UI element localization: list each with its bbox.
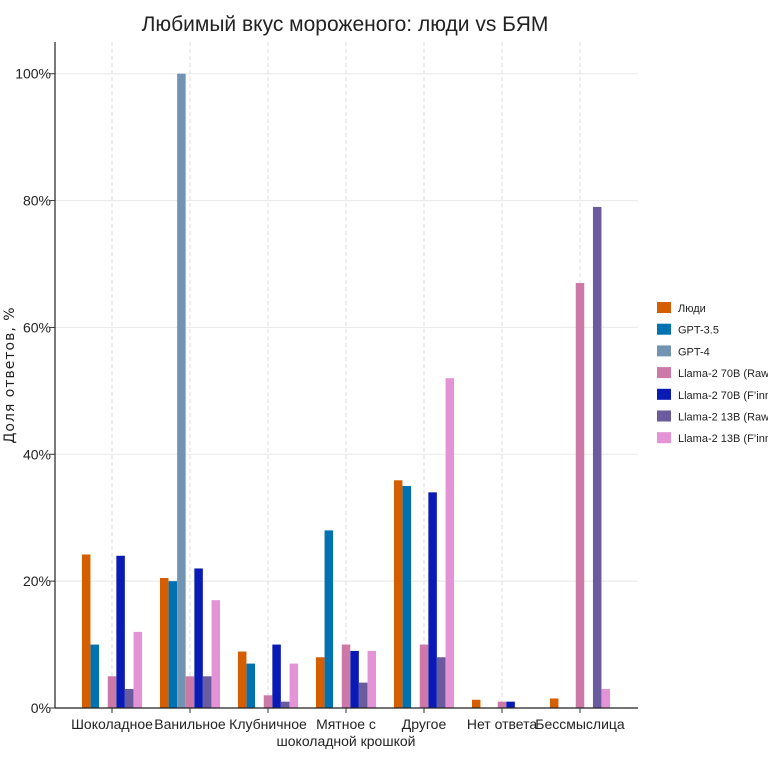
legend: Люди GPT-3.5 GPT-4 Llama-2 70B (Raw) Llama-2…	[657, 302, 768, 445]
bar	[428, 492, 437, 708]
legend-label: GPT-3.5	[678, 325, 719, 337]
legend-label: Llama-2 13B (Raw)	[678, 412, 768, 424]
bar	[280, 701, 290, 708]
x-tick-label: Клубничное	[229, 716, 307, 732]
bar	[133, 631, 143, 708]
bar	[202, 676, 212, 708]
bar	[445, 378, 455, 708]
x-tick-label-line: Бессмыслица	[535, 716, 625, 732]
legend-swatch	[657, 367, 671, 379]
legend-swatch	[657, 345, 671, 357]
x-tick-label-line: Шоколадное	[71, 716, 153, 732]
bar	[185, 676, 195, 708]
bar	[90, 644, 100, 708]
y-tick-label: 20%	[23, 573, 51, 589]
bar	[177, 73, 186, 708]
y-tick-label: 60%	[23, 319, 51, 335]
bar	[436, 657, 446, 708]
x-tick-label: Нет ответа	[467, 716, 537, 732]
chart-title: Любимый вкус мороженого: люди vs БЯМ	[142, 13, 549, 36]
bar	[549, 698, 559, 708]
bars-layer	[81, 73, 611, 708]
bar	[116, 555, 125, 708]
bar	[211, 600, 221, 708]
legend-label: Llama-2 13B (F’inn)	[678, 433, 768, 445]
bar	[263, 695, 273, 708]
bar	[237, 651, 247, 708]
bar	[289, 663, 299, 708]
bar	[315, 657, 325, 708]
x-tick-label: Бессмыслица	[535, 716, 625, 732]
legend-swatch	[657, 388, 671, 400]
bar	[324, 530, 334, 708]
y-tick-label: 80%	[23, 193, 51, 209]
bar	[272, 644, 281, 708]
bar	[367, 650, 377, 708]
y-tick-label: 40%	[23, 446, 51, 462]
bar	[575, 283, 585, 708]
legend-swatch	[657, 410, 671, 422]
bar	[81, 554, 91, 708]
y-axis-label: Доля ответов, %	[2, 306, 18, 443]
bar	[393, 480, 403, 708]
legend-label: Llama-2 70B (F’inn)	[678, 390, 768, 402]
x-tick-label-line: Другое	[402, 716, 447, 732]
x-tick-label: Ванильное	[154, 716, 226, 732]
bar	[246, 663, 256, 708]
bar	[592, 206, 602, 708]
x-tick-label-line: шоколадной крошкой	[277, 733, 416, 749]
bar	[402, 486, 412, 708]
bar	[350, 650, 359, 708]
x-tick-label: Другое	[402, 716, 447, 732]
x-tick-label-line: Клубничное	[229, 716, 307, 732]
bar	[471, 699, 481, 708]
bar	[107, 676, 117, 708]
x-tick-label-line: Нет ответа	[467, 716, 537, 732]
bar	[497, 701, 507, 708]
y-tick-label: 0%	[31, 700, 51, 716]
bar	[168, 581, 178, 708]
x-tick-label: Шоколадное	[71, 716, 153, 732]
bar	[358, 682, 368, 708]
bar	[159, 577, 169, 708]
x-tick-label-line: Ванильное	[154, 716, 226, 732]
legend-swatch	[657, 432, 671, 444]
legend-swatch	[657, 302, 671, 313]
ticks-layer: 0% 20% 40% 60% 80% 100% Шоколадное Ванильное Клу…	[15, 66, 625, 749]
legend-label: GPT-4	[678, 346, 710, 358]
bar	[419, 644, 429, 708]
legend-swatch	[657, 323, 671, 335]
grid-layer	[55, 42, 638, 708]
bar	[601, 688, 611, 708]
x-tick-label-line: Мятное с	[316, 716, 376, 732]
bar	[506, 701, 515, 708]
legend-label: Люди	[678, 303, 706, 315]
x-tick-label: Мятное с шоколадной крошкой	[277, 716, 416, 749]
y-tick-label: 100%	[15, 66, 51, 82]
bar	[194, 568, 203, 708]
legend-label: Llama-2 70B (Raw)	[678, 368, 768, 380]
bar	[341, 644, 351, 708]
bar	[124, 688, 134, 708]
